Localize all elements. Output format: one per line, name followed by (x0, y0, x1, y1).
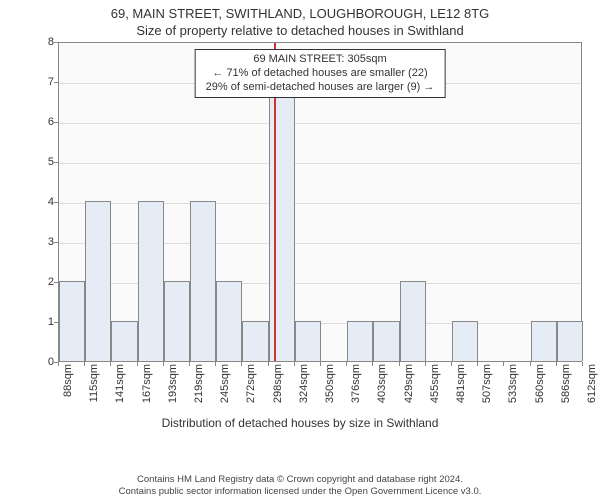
x-tick-mark (320, 362, 321, 366)
page-title: 69, MAIN STREET, SWITHLAND, LOUGHBOROUGH… (0, 0, 600, 21)
x-axis-label: Distribution of detached houses by size … (0, 416, 600, 430)
x-tick-mark (268, 362, 269, 366)
x-tick-mark (294, 362, 295, 366)
x-tick-mark (163, 362, 164, 366)
x-tick-mark (137, 362, 138, 366)
x-tick-mark (215, 362, 216, 366)
x-tick-label: 455sqm (429, 364, 441, 403)
x-tick-label: 350sqm (324, 364, 336, 403)
footer-line1: Contains HM Land Registry data © Crown c… (0, 474, 600, 486)
x-tick-label: 245sqm (219, 364, 231, 403)
bar (242, 321, 268, 361)
bar (452, 321, 478, 361)
x-tick-mark (582, 362, 583, 366)
bar (347, 321, 373, 361)
y-tick-label: 6 (40, 116, 54, 128)
y-tick-label: 5 (40, 156, 54, 168)
x-tick-label: 219sqm (193, 364, 205, 403)
x-tick-label: 88sqm (62, 364, 74, 397)
bar (295, 321, 321, 361)
x-tick-mark (110, 362, 111, 366)
x-tick-mark (241, 362, 242, 366)
bar (269, 81, 295, 361)
y-tick-label: 1 (40, 316, 54, 328)
y-tick-label: 8 (40, 36, 54, 48)
x-tick-mark (58, 362, 59, 366)
x-tick-label: 376sqm (350, 364, 362, 403)
x-tick-mark (346, 362, 347, 366)
x-tick-label: 167sqm (141, 364, 153, 403)
x-tick-mark (372, 362, 373, 366)
x-tick-label: 560sqm (534, 364, 546, 403)
x-tick-label: 298sqm (272, 364, 284, 403)
x-tick-mark (556, 362, 557, 366)
y-tick-label: 3 (40, 236, 54, 248)
y-tick-label: 2 (40, 276, 54, 288)
x-tick-mark (530, 362, 531, 366)
x-tick-label: 193sqm (167, 364, 179, 403)
annotation-line3: 29% of semi-detached houses are larger (… (206, 81, 435, 95)
x-tick-mark (477, 362, 478, 366)
bar (400, 281, 426, 361)
bar (59, 281, 85, 361)
bar (138, 201, 164, 361)
bar (190, 201, 216, 361)
x-tick-label: 115sqm (88, 364, 100, 402)
annotation-line1: 69 MAIN STREET: 305sqm (206, 53, 435, 67)
x-tick-label: 612sqm (586, 364, 598, 403)
annotation-box: 69 MAIN STREET: 305sqm ← 71% of detached… (195, 49, 446, 98)
x-tick-label: 141sqm (114, 364, 126, 403)
x-tick-mark (399, 362, 400, 366)
x-tick-label: 324sqm (298, 364, 310, 403)
bar (557, 321, 583, 361)
y-tick-label: 7 (40, 76, 54, 88)
x-tick-label: 481sqm (455, 364, 467, 403)
bar (111, 321, 137, 361)
x-tick-mark (503, 362, 504, 366)
bar (85, 201, 111, 361)
x-tick-mark (84, 362, 85, 366)
x-tick-label: 507sqm (481, 364, 493, 403)
x-tick-mark (451, 362, 452, 366)
page-subtitle: Size of property relative to detached ho… (0, 21, 600, 42)
footer: Contains HM Land Registry data © Crown c… (0, 474, 600, 498)
y-tick-label: 4 (40, 196, 54, 208)
bar (373, 321, 399, 361)
x-tick-label: 272sqm (245, 364, 257, 403)
x-tick-label: 586sqm (560, 364, 572, 403)
annotation-line2: ← 71% of detached houses are smaller (22… (206, 67, 435, 81)
x-tick-mark (189, 362, 190, 366)
x-tick-label: 429sqm (403, 364, 415, 403)
plot-area: 69 MAIN STREET: 305sqm ← 71% of detached… (58, 42, 582, 362)
chart-area: Number of detached properties 012345678 … (0, 42, 600, 432)
x-tick-label: 403sqm (376, 364, 388, 403)
bar (164, 281, 190, 361)
bar (531, 321, 557, 361)
y-tick-label: 0 (40, 356, 54, 368)
x-tick-mark (425, 362, 426, 366)
bar (216, 281, 242, 361)
footer-line2: Contains public sector information licen… (0, 486, 600, 498)
x-tick-label: 533sqm (507, 364, 519, 403)
